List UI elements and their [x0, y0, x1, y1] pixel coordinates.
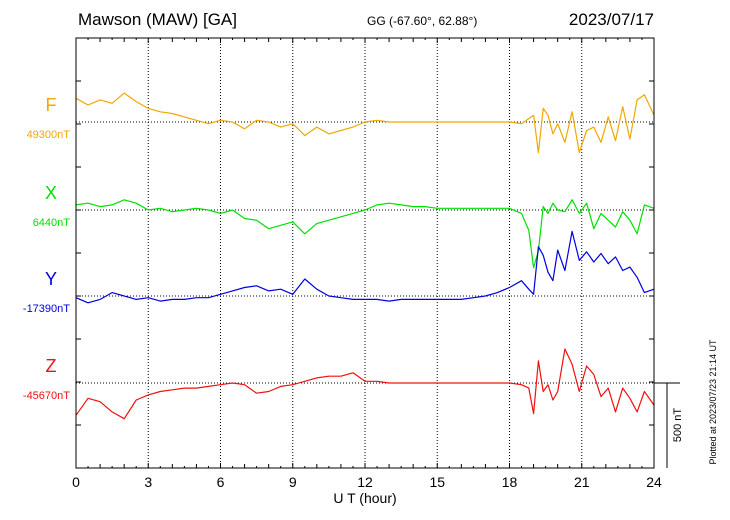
x-tick-label: 15 — [429, 474, 445, 490]
date-label: 2023/07/17 — [569, 10, 654, 29]
x-tick-label: 12 — [357, 474, 373, 490]
baseline-value-f: 49300nT — [27, 129, 71, 141]
series-line-f — [75, 92, 655, 154]
series-line-x — [75, 199, 655, 269]
plot-frame — [75, 37, 655, 469]
x-tick-label: 6 — [217, 474, 225, 490]
plotted-timestamp: Plotted at 2023/07/23 21:14 UT — [708, 339, 718, 465]
baseline-value-z: -45670nT — [23, 390, 70, 402]
series-name-y: Y — [45, 269, 57, 289]
coordinates-label: GG (-67.60°, 62.88°) — [367, 14, 477, 28]
x-tick-label: 21 — [574, 474, 590, 490]
series-labels: F 49300nT X 6440nT Y -17390nT Z -45670nT — [23, 95, 70, 402]
baseline-value-x: 6440nT — [33, 217, 71, 229]
series-name-x: X — [45, 183, 57, 203]
baseline-value-y: -17390nT — [23, 303, 70, 315]
x-tick-label: 18 — [502, 474, 518, 490]
x-axis-label: U T (hour) — [333, 490, 396, 506]
x-axis-ticks: 0 3 6 9 12 15 18 21 24 — [72, 38, 662, 490]
series-line-y — [75, 230, 655, 304]
x-tick-label: 0 — [72, 474, 80, 490]
grid-lines — [147, 38, 583, 468]
x-tick-label: 3 — [144, 474, 152, 490]
x-tick-label: 9 — [289, 474, 297, 490]
series-lines — [75, 92, 655, 420]
series-name-f: F — [46, 95, 57, 115]
series-name-z: Z — [46, 356, 57, 376]
station-title: Mawson (MAW) [GA] — [78, 10, 237, 29]
scale-bar-label: 500 nT — [672, 408, 684, 443]
x-tick-label: 24 — [646, 474, 662, 490]
series-line-z — [75, 348, 655, 420]
